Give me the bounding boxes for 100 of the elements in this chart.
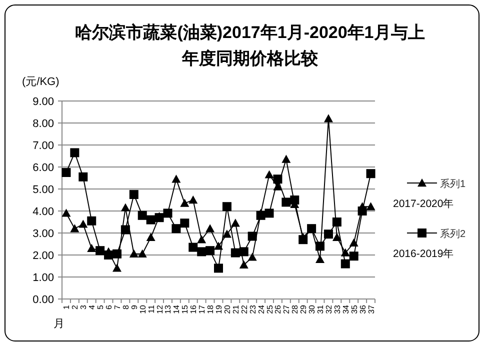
point xyxy=(172,224,181,234)
y-tick-label: 9.00 xyxy=(32,96,54,108)
point xyxy=(316,254,325,263)
point xyxy=(62,208,71,217)
point xyxy=(230,248,240,258)
x-tick-label: 24 xyxy=(256,304,266,314)
chart-title: 哈尔滨市蔬菜(油菜)2017年1月-2020年1月与上年度同期价格比较 xyxy=(75,23,425,68)
point xyxy=(70,148,80,158)
point xyxy=(358,206,367,216)
point xyxy=(290,196,300,204)
point xyxy=(349,252,358,261)
x-tick-label: 14 xyxy=(172,304,182,314)
x-tick-label: 10 xyxy=(138,304,148,314)
point xyxy=(146,232,156,241)
point xyxy=(248,232,257,241)
x-tick-label: 31 xyxy=(316,304,326,314)
point xyxy=(138,210,147,220)
text: 2017-2020年 xyxy=(393,198,454,210)
point xyxy=(264,208,274,218)
point xyxy=(180,198,190,207)
point xyxy=(332,218,342,226)
x-tick-label: 35 xyxy=(350,304,359,314)
y-tick-label: 5.00 xyxy=(32,184,54,196)
point xyxy=(298,235,308,244)
point xyxy=(264,170,274,178)
x-tick-label: 16 xyxy=(189,304,198,314)
x-tick-label: 11 xyxy=(146,304,156,314)
point xyxy=(366,169,376,178)
x-tick-label: 21 xyxy=(231,304,240,314)
point xyxy=(78,172,88,182)
point xyxy=(248,252,257,261)
x-tick-label: 6 xyxy=(104,304,114,310)
point xyxy=(214,242,223,250)
point xyxy=(62,168,71,177)
point xyxy=(70,224,80,232)
point xyxy=(222,202,232,212)
point xyxy=(78,220,88,228)
y-tick-label: 6.00 xyxy=(32,162,54,174)
point xyxy=(172,174,181,183)
y-tick-label: 7.00 xyxy=(32,140,54,152)
x-tick-label: 26 xyxy=(274,304,283,314)
point xyxy=(120,203,130,212)
point xyxy=(256,210,266,220)
point xyxy=(282,198,291,207)
x-tick-label: 33 xyxy=(332,304,342,314)
x-tick-label: 7 xyxy=(112,304,122,310)
legend-label: 系列1 xyxy=(440,178,466,190)
x-tick-label: 32 xyxy=(324,304,334,314)
point xyxy=(230,218,240,227)
point xyxy=(340,248,350,256)
x-tick-label: 1 xyxy=(62,304,72,310)
point xyxy=(206,246,215,256)
x-tick-label: 27 xyxy=(282,304,292,314)
point xyxy=(332,232,342,241)
x-tick-label: 25 xyxy=(265,304,274,314)
y-tick-label: 1.00 xyxy=(32,272,54,284)
x-tick-label: 19 xyxy=(214,304,224,314)
point xyxy=(324,230,333,239)
x-tick-label: 29 xyxy=(299,304,308,314)
y-tick-label: 4.00 xyxy=(32,206,54,218)
x-tick-label: 4 xyxy=(88,304,97,310)
point xyxy=(239,260,248,268)
y-axis-title: (元/KG) xyxy=(22,76,60,88)
x-tick-label: 15 xyxy=(180,304,190,314)
point xyxy=(366,202,376,210)
point xyxy=(146,215,156,224)
x-tick-label: 30 xyxy=(308,304,317,314)
point xyxy=(104,250,114,260)
x-tick-label: 2 xyxy=(70,304,80,310)
point xyxy=(206,224,215,232)
x-tick-label: 22 xyxy=(240,304,249,314)
y-tick-label: 3.00 xyxy=(32,228,54,240)
text: 2016-2019年 xyxy=(393,248,454,260)
y-tick-label: 2.00 xyxy=(32,250,54,262)
x-tick-label: 3 xyxy=(79,304,88,310)
x-tick-label: 20 xyxy=(222,304,232,314)
point xyxy=(340,259,350,268)
point xyxy=(87,216,96,226)
point xyxy=(197,235,206,244)
x-tick-label: 8 xyxy=(121,304,130,310)
x-tick-label: 18 xyxy=(206,304,216,314)
point xyxy=(316,242,325,251)
point xyxy=(282,154,291,163)
legend-label: 系列2 xyxy=(440,228,466,240)
x-tick-label: 12 xyxy=(155,304,164,314)
point xyxy=(112,264,122,272)
x-tick-label: 37 xyxy=(366,304,376,314)
x-tick-label: 9 xyxy=(130,304,139,310)
point xyxy=(197,247,206,256)
x-tick-label: 36 xyxy=(358,304,368,314)
point xyxy=(222,230,232,238)
point xyxy=(120,225,130,234)
x-tick-label: 13 xyxy=(164,304,173,314)
x-tick-label: 5 xyxy=(96,304,106,310)
x-tick-label: 28 xyxy=(290,304,300,314)
point xyxy=(129,190,138,199)
point xyxy=(87,244,96,252)
point xyxy=(188,196,198,204)
x-axis-title: 月 xyxy=(54,318,64,330)
x-tick-label: 34 xyxy=(341,304,350,314)
